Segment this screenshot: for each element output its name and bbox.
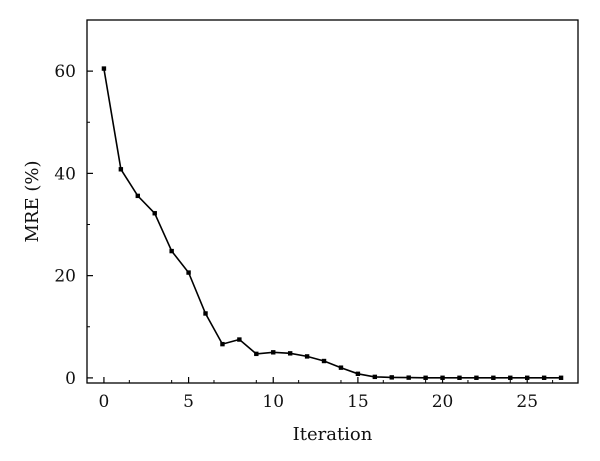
data-point xyxy=(525,375,530,380)
data-point xyxy=(508,375,513,380)
data-point xyxy=(220,341,225,347)
data-point xyxy=(101,66,107,71)
data-point xyxy=(152,211,157,216)
x-tick-label: 5 xyxy=(183,392,194,412)
data-point xyxy=(169,248,174,254)
data-point xyxy=(389,375,394,380)
axis-tick-labels: 0 5 10 15 20 25 0 20 40 60 xyxy=(54,62,538,412)
data-point xyxy=(287,351,293,356)
data-point xyxy=(541,375,547,380)
data-point xyxy=(237,337,242,342)
x-axis-title: Iteration xyxy=(293,424,373,445)
y-axis-title: MRE (%) xyxy=(22,161,43,243)
x-tick-label: 25 xyxy=(516,392,538,412)
x-tick-label: 0 xyxy=(99,392,110,412)
data-point xyxy=(321,358,327,364)
axis-ticks xyxy=(86,19,554,383)
data-point xyxy=(558,375,564,380)
data-point xyxy=(203,311,208,316)
y-tick-label: 60 xyxy=(54,62,76,82)
data-point xyxy=(440,375,445,380)
y-tick-label: 20 xyxy=(54,267,76,287)
data-point xyxy=(118,167,124,172)
data-point xyxy=(474,375,479,380)
data-point xyxy=(406,375,411,380)
data-point xyxy=(254,351,259,357)
data-point xyxy=(186,270,191,275)
data-point xyxy=(457,375,462,380)
series-points xyxy=(101,66,564,380)
data-point xyxy=(372,374,378,380)
x-tick-label: 15 xyxy=(347,392,369,412)
data-point xyxy=(304,354,310,359)
data-point xyxy=(491,375,496,380)
data-point xyxy=(338,365,344,370)
data-point xyxy=(135,193,140,199)
data-point xyxy=(355,371,361,376)
series-line xyxy=(103,68,562,379)
data-point xyxy=(271,350,276,355)
plot-frame xyxy=(86,19,579,384)
data-point xyxy=(423,375,428,380)
y-tick-label: 0 xyxy=(65,369,76,389)
y-tick-label: 40 xyxy=(54,164,76,184)
x-tick-label: 10 xyxy=(262,392,284,412)
x-tick-label: 20 xyxy=(432,392,454,412)
